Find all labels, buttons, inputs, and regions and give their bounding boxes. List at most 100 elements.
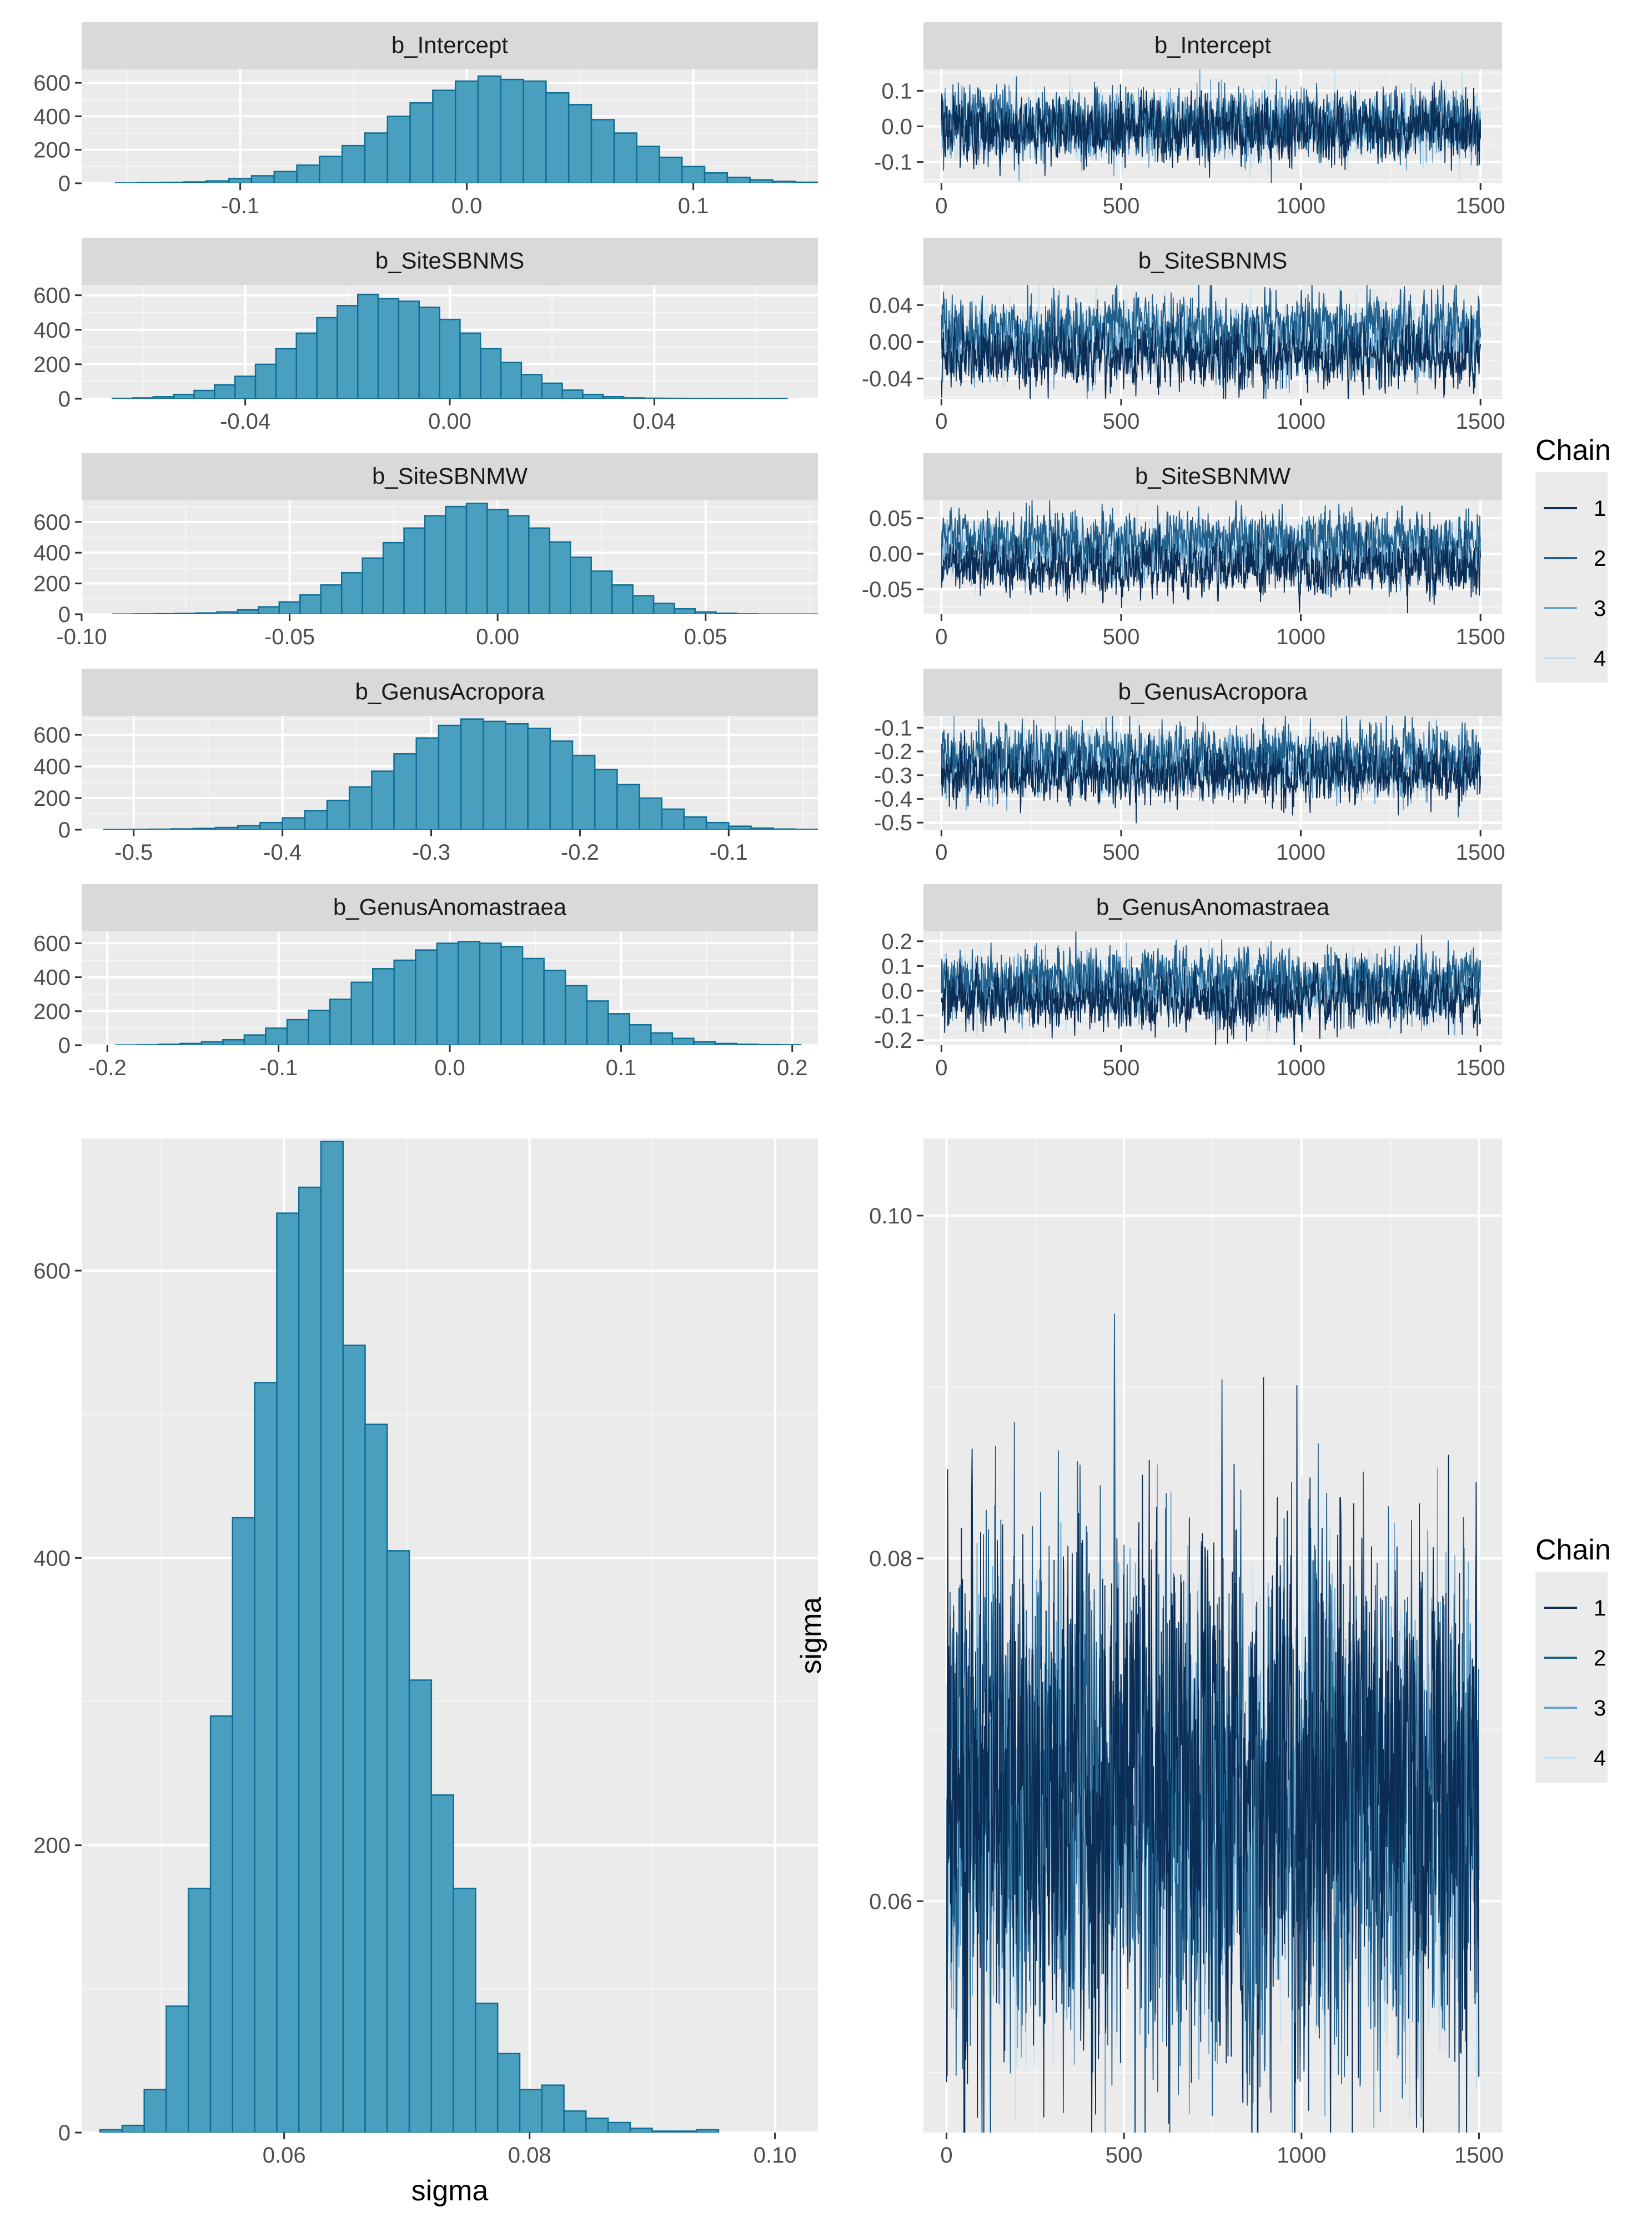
y-tick-label: 0.06 bbox=[869, 1889, 912, 1914]
histogram-bar bbox=[192, 827, 217, 830]
histogram-bar bbox=[528, 527, 551, 614]
histogram-bar bbox=[112, 398, 134, 399]
legend-label-chain-3: 3 bbox=[1594, 596, 1606, 621]
histogram-bar bbox=[286, 1019, 309, 1045]
histogram-bar bbox=[254, 1382, 278, 2133]
legend-title: Chain bbox=[1535, 1534, 1611, 1566]
histogram-bar bbox=[549, 541, 571, 614]
x-tick-label: 0 bbox=[940, 2143, 952, 2168]
histogram-bar bbox=[500, 946, 524, 1045]
histogram-bar bbox=[519, 2089, 543, 2133]
histogram-bar bbox=[341, 144, 366, 183]
histogram-bar bbox=[681, 165, 706, 183]
x-tick-label: 1000 bbox=[1277, 2143, 1326, 2168]
facet-strip bbox=[82, 22, 818, 69]
y-tick-label: 0.10 bbox=[869, 1204, 912, 1228]
histogram-bar bbox=[214, 826, 239, 830]
histogram-bar bbox=[350, 981, 374, 1045]
histogram-bar bbox=[158, 1044, 181, 1045]
x-tick-label: 0.04 bbox=[632, 409, 676, 434]
legend-title: Chain bbox=[1535, 434, 1611, 467]
y-tick-label: 0.0 bbox=[881, 115, 912, 139]
histogram-bar bbox=[475, 2002, 499, 2133]
x-tick-label: 1500 bbox=[1456, 625, 1505, 649]
x-tick-label: -0.05 bbox=[264, 625, 315, 649]
x-tick-label: 1000 bbox=[1276, 1056, 1325, 1080]
trace-line-chain-2 bbox=[941, 500, 1482, 598]
x-tick-label: -0.04 bbox=[220, 409, 270, 434]
y-tick-label: 0 bbox=[58, 172, 71, 196]
facet-strip-label: b_SiteSBNMS bbox=[1138, 248, 1287, 274]
histogram-bar bbox=[237, 609, 259, 614]
y-tick-label: 0 bbox=[58, 818, 71, 842]
y-tick-label: 400 bbox=[33, 318, 71, 343]
x-tick-label: -0.10 bbox=[56, 625, 107, 649]
x-tick-label: -0.3 bbox=[412, 840, 450, 865]
histogram-bar bbox=[629, 2127, 653, 2133]
histogram-bar bbox=[173, 393, 195, 399]
y-tick-label: 400 bbox=[33, 1546, 71, 1571]
histogram-bar bbox=[507, 515, 530, 614]
facet-strip-label: b_GenusAcropora bbox=[1118, 679, 1308, 705]
histogram-bar bbox=[714, 1042, 737, 1045]
histogram-bar bbox=[337, 305, 359, 399]
y-tick-label: -0.1 bbox=[874, 716, 912, 740]
y-tick-label: -0.5 bbox=[874, 811, 912, 835]
histogram-bar bbox=[500, 78, 524, 183]
y-tick-label: 0 bbox=[58, 603, 71, 627]
histogram-bar bbox=[750, 827, 774, 830]
gridlines bbox=[82, 285, 818, 399]
x-tick-label: -0.1 bbox=[259, 1056, 298, 1080]
histogram-bar bbox=[561, 389, 584, 399]
trace-b-sitesbnmw-panel: b_SiteSBNMW 0 500 1000 1500 -0.05 0.00 0.05 bbox=[862, 453, 1505, 649]
histogram-bar bbox=[486, 509, 509, 614]
histogram-bar bbox=[364, 1423, 388, 2133]
y-tick-label: 0 bbox=[58, 1034, 71, 1058]
histogram-bar bbox=[152, 396, 174, 399]
histogram-bar bbox=[275, 348, 297, 399]
histogram-bar bbox=[772, 828, 797, 830]
facet-strip bbox=[923, 22, 1502, 69]
histogram-bar bbox=[326, 800, 350, 830]
histogram-bar bbox=[541, 2084, 565, 2133]
histogram-bar bbox=[228, 178, 253, 183]
x-tick-label: 1500 bbox=[1456, 194, 1505, 218]
histogram-bar bbox=[195, 612, 218, 614]
x-tick-label: -0.4 bbox=[263, 840, 302, 865]
x-tick-label: 0 bbox=[935, 194, 947, 218]
histogram-bar bbox=[200, 1041, 224, 1045]
histogram-bar bbox=[170, 828, 194, 830]
histogram-bar bbox=[418, 307, 440, 399]
histogram-bar bbox=[613, 132, 637, 183]
x-tick-label: 1000 bbox=[1276, 194, 1325, 218]
histogram-bar bbox=[639, 797, 662, 830]
x-tick-label: 0.05 bbox=[684, 625, 727, 649]
histogram-bar bbox=[121, 2124, 145, 2133]
histogram-bar bbox=[299, 594, 322, 614]
y-tick-label: 600 bbox=[33, 723, 71, 748]
legend-label-chain-1: 1 bbox=[1594, 496, 1606, 521]
data-marks bbox=[946, 1313, 1480, 2133]
histogram-bar bbox=[694, 611, 717, 614]
histogram-bar bbox=[179, 1042, 203, 1045]
x-tick-label: 1500 bbox=[1456, 840, 1505, 865]
y-tick-label: 200 bbox=[33, 572, 71, 596]
histogram-bar bbox=[259, 821, 283, 830]
data-marks bbox=[115, 941, 802, 1045]
histogram-bar bbox=[445, 505, 468, 614]
histogram-bar bbox=[704, 172, 729, 183]
data-marks bbox=[941, 716, 1482, 824]
y-tick-label: -0.1 bbox=[874, 1004, 912, 1029]
histogram-bar bbox=[436, 942, 459, 1045]
histogram-bar bbox=[545, 92, 570, 183]
histogram-bar bbox=[500, 362, 523, 399]
histogram-bar bbox=[564, 985, 588, 1045]
histogram-bar bbox=[652, 603, 675, 614]
histogram-bar bbox=[232, 1517, 255, 2133]
hist-b-sitesbnms-panel: b_SiteSBNMS -0.04 0.00 0.04 0 200 400 600 bbox=[33, 238, 818, 434]
x-tick-label: 0 bbox=[935, 625, 947, 649]
facet-strip bbox=[82, 453, 818, 500]
x-tick-label: 1000 bbox=[1276, 625, 1325, 649]
y-tick-label: -0.04 bbox=[862, 367, 912, 392]
